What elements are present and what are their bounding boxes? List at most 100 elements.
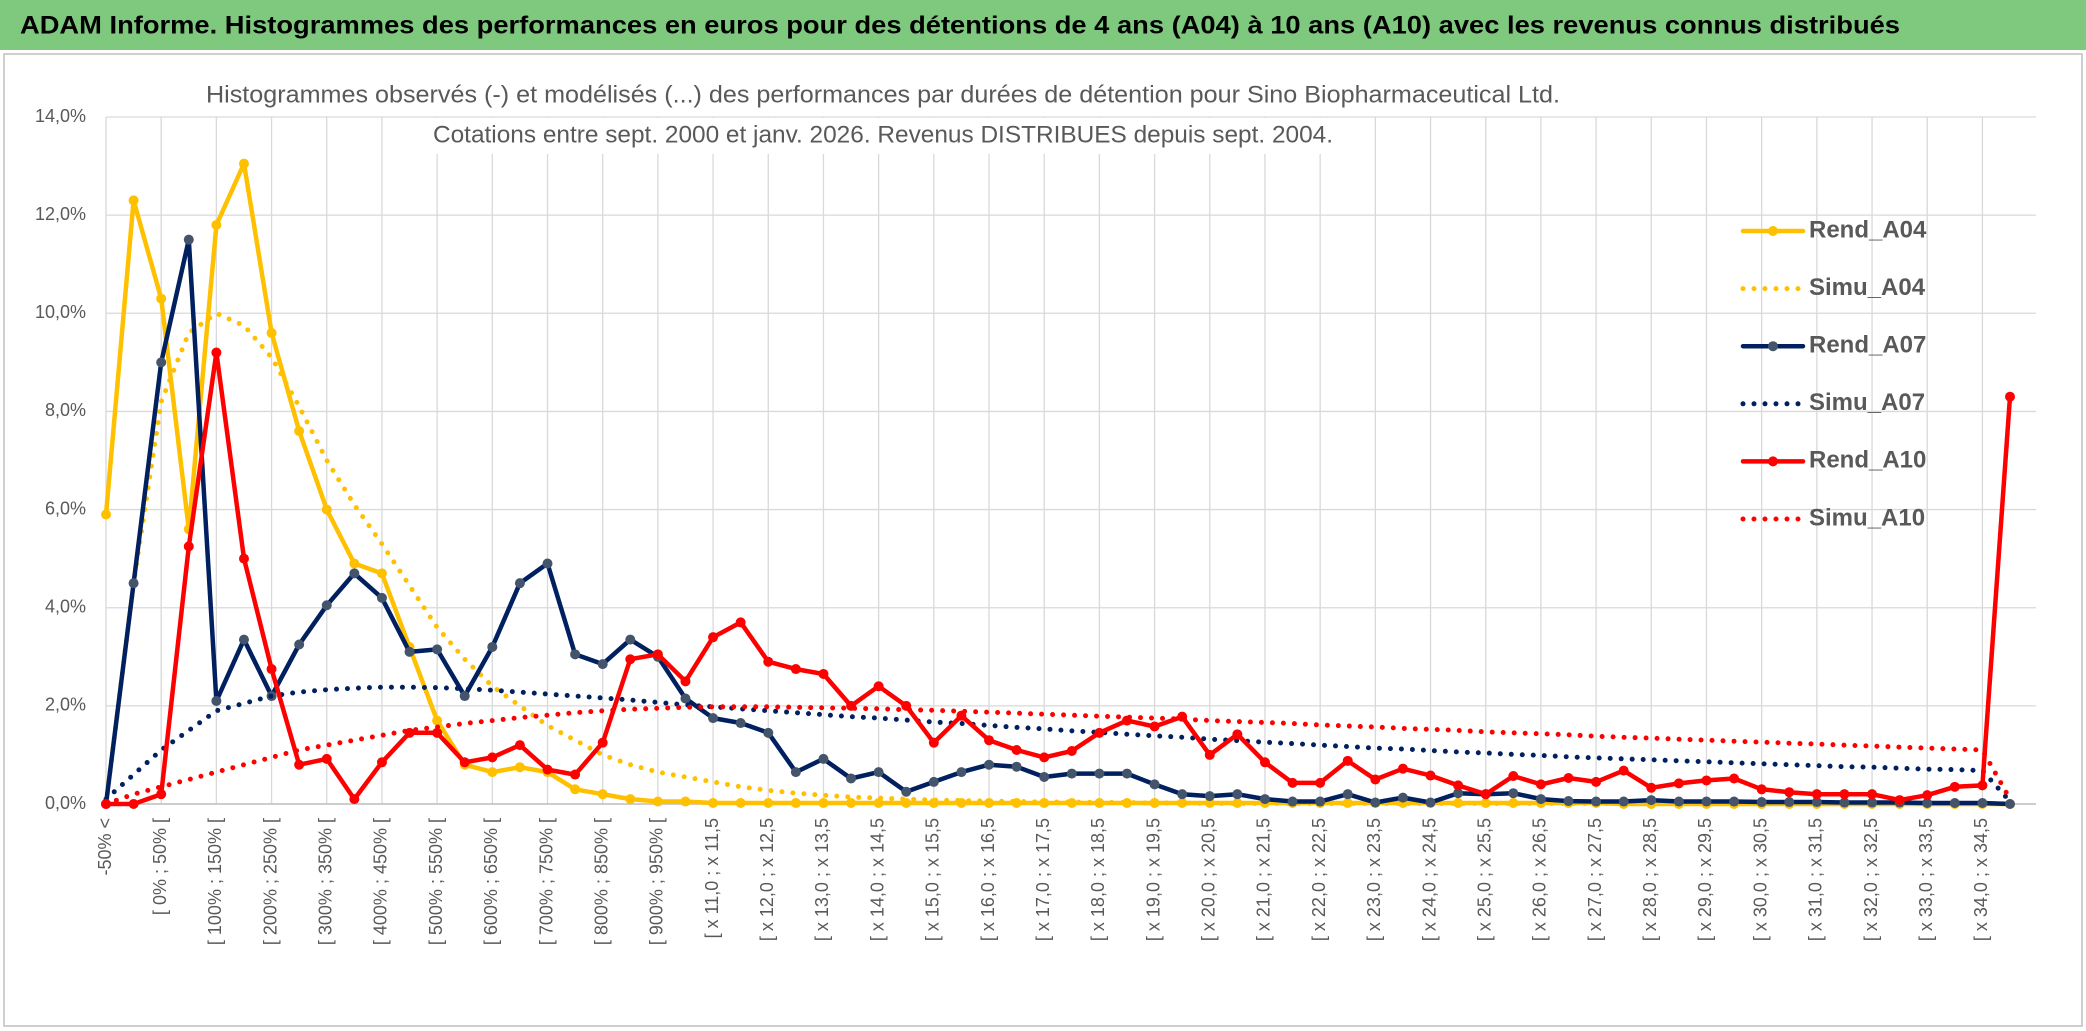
y-tick-label: 0,0% [45, 793, 86, 813]
data-point [459, 691, 470, 702]
x-tick-label: [ x 19,0 ; x 19,5 [1143, 818, 1163, 941]
data-point [1315, 796, 1326, 807]
data-point [984, 735, 995, 746]
data-point [1453, 798, 1464, 809]
x-tick-label: [ 100% ; 150% [ [205, 818, 225, 945]
data-point [156, 357, 167, 368]
x-tick-label: [ x 27,0 ; x 27,5 [1585, 818, 1605, 941]
data-point [1370, 774, 1381, 785]
x-tick-label: [ 200% ; 250% [ [260, 818, 280, 945]
legend-label: Rend_A07 [1809, 332, 1926, 359]
data-point [1811, 797, 1822, 808]
x-tick-label: [ 700% ; 750% [ [536, 818, 556, 945]
data-point [238, 634, 249, 645]
chart-subtitle: Cotations entre sept. 2000 et janv. 2026… [433, 121, 1333, 148]
chart-subtitle: Histogrammes observés (-) et modélisés (… [206, 81, 1560, 108]
legend-label: Rend_A10 [1809, 447, 1926, 474]
data-point [735, 798, 746, 809]
x-tick-label: [ x 17,0 ; x 17,5 [1033, 818, 1053, 941]
x-tick-label: [ x 25,0 ; x 25,5 [1474, 818, 1494, 941]
data-point [376, 568, 387, 579]
y-tick-label: 12,0% [35, 204, 86, 224]
data-point [1094, 768, 1105, 779]
data-point [1232, 789, 1243, 800]
data-point [1673, 778, 1684, 789]
data-point [376, 592, 387, 603]
x-tick-label: [ x 21,0 ; x 21,5 [1254, 818, 1274, 941]
data-point [597, 789, 608, 800]
x-tick-label: [ x 15,0 ; x 15,5 [923, 818, 943, 941]
data-point [873, 767, 884, 778]
data-point [1646, 795, 1657, 806]
data-point [266, 327, 277, 338]
x-tick-label: [ 800% ; 850% [ [591, 818, 611, 945]
x-tick-label: [ x 32,0 ; x 32,5 [1861, 818, 1881, 941]
data-point [101, 509, 111, 520]
y-tick-label: 14,0% [35, 106, 86, 126]
data-point [1342, 755, 1353, 766]
data-point [487, 641, 498, 652]
x-tick-label: [ 0% ; 50% [ [150, 818, 170, 915]
data-point [183, 234, 194, 245]
data-point [349, 794, 360, 805]
data-point [1618, 765, 1629, 776]
data-point [652, 649, 663, 660]
data-point [625, 634, 636, 645]
data-point [1756, 784, 1767, 795]
y-tick-label: 6,0% [45, 498, 86, 518]
data-point [432, 644, 443, 655]
data-point [1949, 781, 1960, 792]
data-point [1867, 789, 1878, 800]
legend-label: Simu_A04 [1809, 274, 1926, 301]
data-point [1591, 776, 1602, 787]
data-point [597, 659, 608, 670]
data-point [1867, 797, 1878, 808]
data-point [514, 740, 525, 751]
data-point [597, 737, 608, 748]
data-point [1977, 780, 1988, 791]
data-point [1425, 797, 1436, 808]
data-point [790, 664, 801, 675]
data-point [432, 727, 443, 738]
x-tick-label: [ 500% ; 550% [ [426, 818, 446, 945]
data-point [735, 718, 746, 729]
data-point [1563, 772, 1574, 783]
data-point [1453, 788, 1464, 799]
data-point [266, 664, 277, 675]
legend-label: Simu_A07 [1809, 389, 1925, 416]
data-point [183, 541, 194, 552]
data-point [514, 762, 525, 773]
x-tick-label: [ x 23,0 ; x 23,5 [1364, 818, 1384, 941]
data-point [956, 767, 967, 778]
x-tick-label: [ 600% ; 650% [ [481, 818, 501, 945]
data-point [321, 600, 332, 611]
data-point [156, 293, 167, 304]
data-point [294, 639, 305, 650]
legend-marker [1768, 341, 1778, 352]
data-point [1287, 777, 1298, 788]
data-point [818, 668, 829, 679]
x-tick-label: [ x 33,0 ; x 33,5 [1916, 818, 1936, 941]
data-point [1453, 780, 1464, 791]
x-tick-label: [ 300% ; 350% [ [316, 818, 336, 945]
x-tick-label: [ x 30,0 ; x 30,5 [1750, 818, 1770, 941]
data-point [156, 789, 167, 800]
data-point [1121, 768, 1132, 779]
data-point [1535, 779, 1546, 790]
data-point [1370, 797, 1381, 808]
data-point [294, 426, 305, 437]
data-point [708, 632, 719, 643]
data-point [1149, 779, 1160, 790]
subtitle-bg [425, 118, 1341, 154]
data-point [873, 681, 884, 692]
data-point [1508, 798, 1519, 809]
data-point [1204, 791, 1215, 802]
data-point [708, 713, 719, 724]
x-tick-label: [ x 14,0 ; x 14,5 [867, 818, 887, 941]
data-point [1591, 796, 1602, 807]
data-point [1342, 789, 1353, 800]
data-point [238, 553, 249, 564]
data-point [2005, 799, 2015, 809]
data-point [1756, 797, 1767, 808]
